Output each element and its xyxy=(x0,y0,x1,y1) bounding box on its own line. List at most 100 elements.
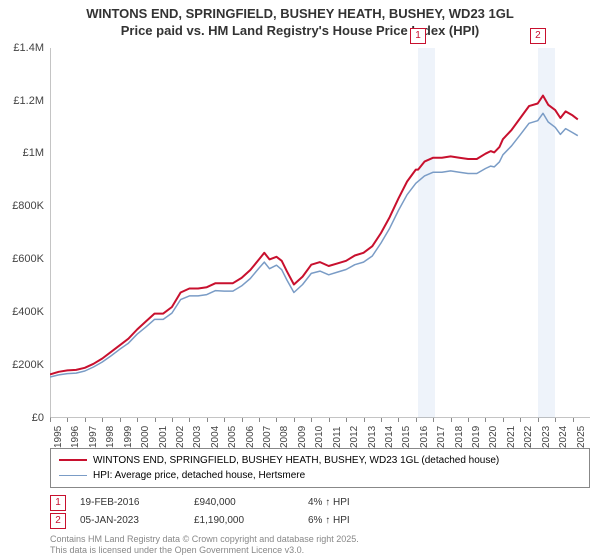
transaction-delta: 6% ↑ HPI xyxy=(308,512,350,530)
x-tick xyxy=(172,418,173,422)
x-axis-label: 2013 xyxy=(367,426,378,448)
x-axis-label: 2022 xyxy=(523,426,534,448)
footer: Contains HM Land Registry data © Crown c… xyxy=(50,534,590,557)
x-tick xyxy=(555,418,556,422)
x-axis-label: 2010 xyxy=(314,426,325,448)
x-tick xyxy=(137,418,138,422)
x-tick xyxy=(276,418,277,422)
x-axis-label: 2023 xyxy=(541,426,552,448)
x-tick xyxy=(155,418,156,422)
chart-marker-1: 1 xyxy=(410,28,426,44)
x-axis-label: 2015 xyxy=(401,426,412,448)
y-axis-label: £1.2M xyxy=(13,95,50,107)
y-axis-label: £0 xyxy=(32,412,50,424)
x-tick xyxy=(67,418,68,422)
transaction-marker-1: 1 xyxy=(50,495,66,511)
transaction-row: 1 19-FEB-2016 £940,000 4% ↑ HPI xyxy=(50,494,590,512)
transaction-table: 1 19-FEB-2016 £940,000 4% ↑ HPI 2 05-JAN… xyxy=(50,494,590,530)
chart-container: WINTONS END, SPRINGFIELD, BUSHEY HEATH, … xyxy=(0,0,600,560)
transaction-row: 2 05-JAN-2023 £1,190,000 6% ↑ HPI xyxy=(50,512,590,530)
x-axis-label: 1997 xyxy=(88,426,99,448)
legend: WINTONS END, SPRINGFIELD, BUSHEY HEATH, … xyxy=(50,448,590,488)
series-line-price_paid xyxy=(50,95,578,374)
x-axis-label: 2016 xyxy=(419,426,430,448)
x-tick xyxy=(468,418,469,422)
x-tick xyxy=(364,418,365,422)
x-tick xyxy=(120,418,121,422)
x-axis-label: 2000 xyxy=(140,426,151,448)
x-axis-label: 2019 xyxy=(471,426,482,448)
y-axis-label: £800K xyxy=(12,200,50,212)
x-axis-label: 2025 xyxy=(576,426,587,448)
x-tick xyxy=(346,418,347,422)
title-line-2: Price paid vs. HM Land Registry's House … xyxy=(0,23,600,40)
plot-area: £0£200K£400K£600K£800K£1M£1.2M£1.4M12 xyxy=(50,48,590,418)
footer-line-2: This data is licensed under the Open Gov… xyxy=(50,545,590,557)
x-axis-label: 2005 xyxy=(227,426,238,448)
x-axis-label: 2003 xyxy=(192,426,203,448)
legend-swatch-price-paid xyxy=(59,459,87,461)
x-tick xyxy=(573,418,574,422)
x-axis-label: 2004 xyxy=(210,426,221,448)
x-tick xyxy=(207,418,208,422)
x-axis-label: 2012 xyxy=(349,426,360,448)
x-axis-label: 2002 xyxy=(175,426,186,448)
y-axis-label: £1M xyxy=(23,147,50,159)
transaction-price: £940,000 xyxy=(194,494,294,512)
x-axis-label: 2024 xyxy=(558,426,569,448)
x-tick xyxy=(398,418,399,422)
x-axis-label: 2006 xyxy=(245,426,256,448)
transaction-price: £1,190,000 xyxy=(194,512,294,530)
x-tick xyxy=(538,418,539,422)
legend-row-price-paid: WINTONS END, SPRINGFIELD, BUSHEY HEATH, … xyxy=(59,453,581,468)
x-axis-label: 2007 xyxy=(262,426,273,448)
y-axis-label: £200K xyxy=(12,359,50,371)
x-tick xyxy=(294,418,295,422)
x-axis-label: 2011 xyxy=(332,426,343,448)
x-tick xyxy=(451,418,452,422)
x-tick xyxy=(50,418,51,422)
legend-label-hpi: HPI: Average price, detached house, Hert… xyxy=(93,468,305,483)
line-series-svg xyxy=(50,48,590,418)
x-tick xyxy=(416,418,417,422)
y-axis-label: £600K xyxy=(12,253,50,265)
x-axis-label: 2001 xyxy=(158,426,169,448)
x-tick xyxy=(224,418,225,422)
x-axis-label: 2018 xyxy=(454,426,465,448)
transaction-date: 05-JAN-2023 xyxy=(80,512,180,530)
x-tick xyxy=(329,418,330,422)
x-axis-label: 2017 xyxy=(436,426,447,448)
x-tick xyxy=(485,418,486,422)
legend-label-price-paid: WINTONS END, SPRINGFIELD, BUSHEY HEATH, … xyxy=(93,453,499,468)
transaction-marker-2: 2 xyxy=(50,513,66,529)
x-axis-label: 2014 xyxy=(384,426,395,448)
title-block: WINTONS END, SPRINGFIELD, BUSHEY HEATH, … xyxy=(0,0,600,40)
title-line-1: WINTONS END, SPRINGFIELD, BUSHEY HEATH, … xyxy=(0,6,600,23)
x-tick xyxy=(242,418,243,422)
x-axis-label: 1998 xyxy=(105,426,116,448)
x-tick xyxy=(433,418,434,422)
x-axis-label: 2021 xyxy=(506,426,517,448)
legend-row-hpi: HPI: Average price, detached house, Hert… xyxy=(59,468,581,483)
x-axis-label: 2008 xyxy=(279,426,290,448)
x-tick xyxy=(189,418,190,422)
chart-marker-2: 2 xyxy=(530,28,546,44)
y-axis-label: £1.4M xyxy=(13,42,50,54)
x-axis: 1995 1996 1997 1998 1999 2000 2001 2002 2003 2004… xyxy=(50,418,590,446)
x-axis-label: 1995 xyxy=(53,426,64,448)
transaction-date: 19-FEB-2016 xyxy=(80,494,180,512)
x-tick xyxy=(102,418,103,422)
footer-line-1: Contains HM Land Registry data © Crown c… xyxy=(50,534,590,546)
x-tick xyxy=(259,418,260,422)
x-tick xyxy=(503,418,504,422)
x-axis-label: 1999 xyxy=(123,426,134,448)
x-tick xyxy=(520,418,521,422)
x-axis-label: 2009 xyxy=(297,426,308,448)
y-axis-label: £400K xyxy=(12,306,50,318)
x-tick xyxy=(381,418,382,422)
legend-swatch-hpi xyxy=(59,475,87,476)
x-axis-label: 1996 xyxy=(70,426,81,448)
x-axis-label: 2020 xyxy=(488,426,499,448)
x-tick xyxy=(85,418,86,422)
transaction-delta: 4% ↑ HPI xyxy=(308,494,350,512)
